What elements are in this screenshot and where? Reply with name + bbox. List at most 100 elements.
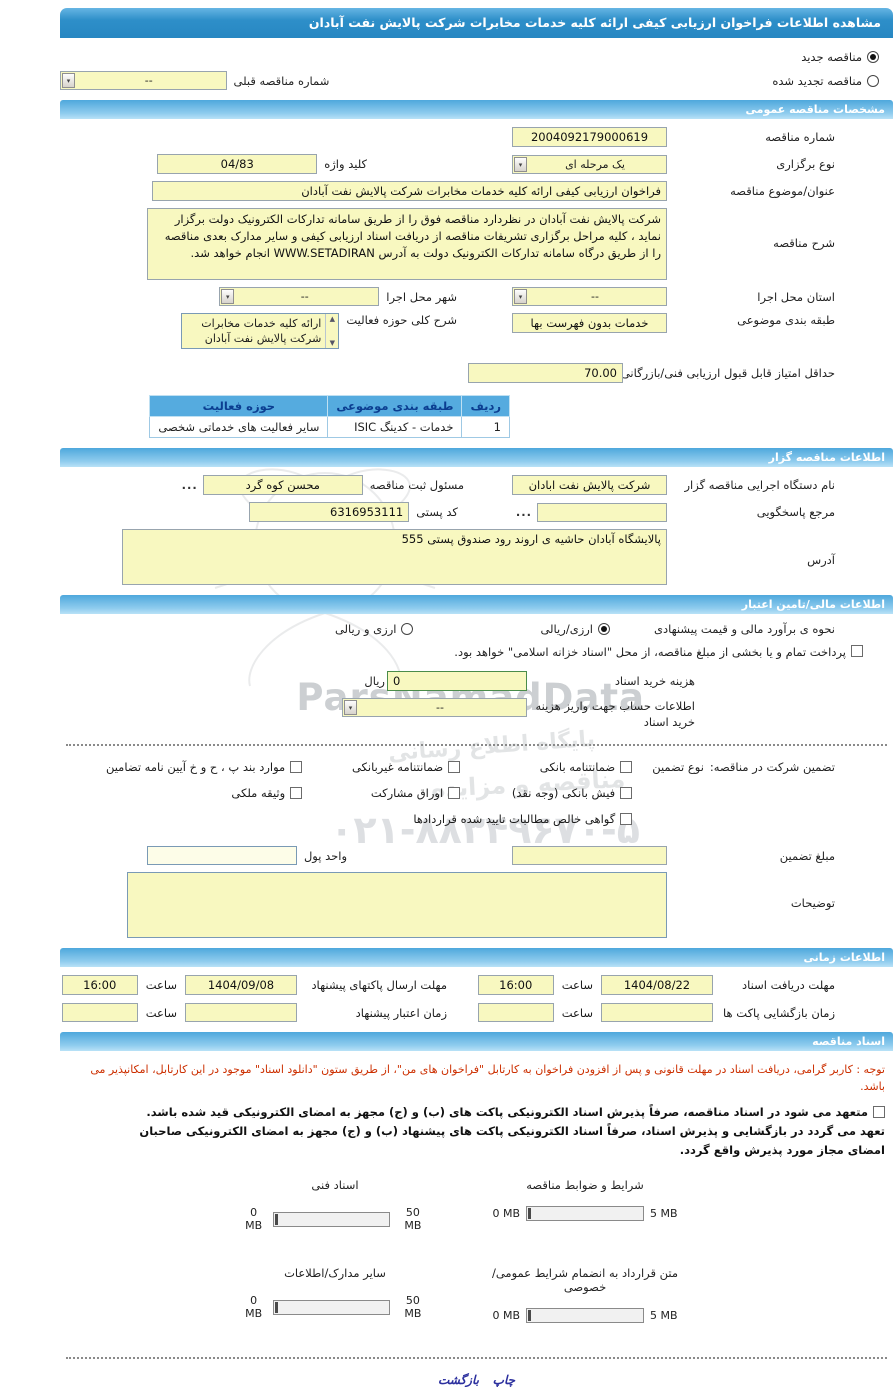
chevron-down-icon[interactable]: ▾ [514,156,527,172]
divider [66,744,887,746]
upload-technical: اسناد فنی 0 MB 50 MB [245,1178,422,1232]
rial-currency-radio[interactable] [598,623,610,635]
submit-date-field[interactable]: 1404/09/08 [185,975,297,995]
city-combo[interactable]: -- ▾ [219,287,380,306]
receive-date-field[interactable]: 1404/08/22 [601,975,713,995]
validity-time-field[interactable] [61,1003,138,1022]
keyword-field[interactable]: 04/83 [157,154,318,174]
reference-more-button[interactable]: ... [515,505,532,519]
new-tender-label: مناقصه جدید [801,50,862,64]
prev-number-combo[interactable]: -- ▾ [60,71,227,90]
guarantee-amount-label: مبلغ تضمین [779,848,835,863]
page-title: مشاهده اطلاعات فراخوان ارزیابی کیفی ارائ… [60,8,893,38]
col-row-number: ردیف [461,395,510,417]
section-schedule-header: اطلاعات زمانی [60,948,893,967]
guarantee-type-label: نوع تضمین [652,760,704,774]
notes-label: توضیحات [790,896,835,910]
doc-fee-field[interactable]: 0 [387,671,527,691]
chevron-down-icon[interactable]: ▾ [221,289,235,304]
hour-label: ساعت [145,978,177,992]
opening-time-field[interactable] [477,1003,554,1022]
currency-unit-field[interactable] [146,846,297,865]
hour-label: ساعت [561,1005,593,1020]
rial-currency-label: ارزی/ریالی [540,622,593,636]
size-limit-bar [273,1211,390,1227]
section-financial-header: اطلاعات مالی/تامین اعتبار [60,595,893,614]
listbox-scrollbar[interactable]: ▲ ▼ [325,314,338,348]
renewed-tender-radio[interactable] [867,74,879,87]
agency-field[interactable]: شرکت پالایش نفت ابادان [512,475,667,495]
registrar-field[interactable]: محسن کوه گرد [202,475,363,495]
activity-listbox-item[interactable]: ارائه کلیه خدمات مخابرات شرکت پالایش نفت… [201,317,322,345]
documents-notice: توجه : کاربر گرامی، دریافت اسناد در مهلت… [90,1063,885,1093]
category-field[interactable]: خدمات بدون فهرست بها [512,313,667,333]
guarantee-title: تضمین شرکت در مناقصه: [709,760,835,774]
size-limit-bar [526,1308,644,1323]
holding-type-combo[interactable]: یک مرحله ای ▾ [512,154,667,174]
activity-listbox[interactable]: ▲ ▼ ارائه کلیه خدمات مخابرات شرکت پالایش… [181,313,340,349]
description-field[interactable]: شرکت پالایش نفت آبادان در نظردارد مناقصه… [147,208,667,280]
commitment-line2: تعهد می گردد در بازگشایی و پذیرش اسناد، … [139,1124,885,1157]
validity-date-field[interactable] [185,1003,297,1022]
guarantee-bylaw-checkbox[interactable] [290,761,303,773]
scroll-down-icon[interactable]: ▼ [329,339,335,347]
page-container: مشاهده اطلاعات فراخوان ارزیابی کیفی ارائ… [60,8,893,1387]
currency-unit-label: واحد پول [303,848,347,863]
account-combo[interactable]: -- ▾ [342,698,527,717]
opening-date-field[interactable] [601,1003,713,1022]
hour-label: ساعت [145,1005,177,1020]
chevron-down-icon[interactable]: ▾ [514,289,527,304]
chevron-down-icon[interactable]: ▾ [344,700,357,715]
category-table: ردیف طبقه بندی موضوعی حوزه فعالیت 1 خدما… [149,395,510,438]
upload-terms: شرایط و ضوابط مناقصه 0 MB 5 MB [492,1178,678,1221]
guarantee-bank-checkbox[interactable] [620,761,633,773]
reference-field[interactable] [537,502,667,522]
guarantee-amount-field[interactable] [512,846,667,865]
treasury-note: پرداخت تمام و یا بخشی از مبلغ مناقصه، از… [454,645,846,659]
print-button[interactable]: چاپ [492,1373,516,1387]
subject-field[interactable]: فراخوان ارزیابی کیفی ارائه کلیه خدمات مخ… [152,181,667,201]
tender-number-label: شماره مناقصه [765,130,835,144]
guarantee-nonbank-checkbox[interactable] [448,761,461,773]
province-combo[interactable]: -- ▾ [512,287,667,306]
prev-number-label: شماره مناقصه قبلی [233,73,330,88]
tender-number-field[interactable]: 2004092179000619 [512,127,667,147]
guarantee-bonds-checkbox[interactable] [448,787,461,799]
chevron-down-icon[interactable]: ▾ [62,73,75,88]
registrar-label: مسئول ثبت مناقصه [369,478,464,492]
commitment-checkbox[interactable] [873,1106,885,1118]
scroll-up-icon[interactable]: ▲ [329,315,335,323]
treasury-checkbox[interactable] [851,645,863,657]
category-label: طبقه بندی موضوعی [737,313,835,327]
opening-time-label: زمان بازگشایی پاکت ها [723,1005,835,1020]
guarantee-claims-checkbox[interactable] [620,813,633,825]
activity-label: شرح کلی حوزه فعالیت [346,313,457,327]
guarantee-bankslip-checkbox[interactable] [620,787,633,799]
min-score-label: حداقل امتیاز قابل قبول ارزیابی فنی/بازرگ… [620,366,835,380]
rial-unit-label: ریال [364,674,385,688]
table-row: 1 خدمات - کدینگ ISIC سایر فعالیت های خدم… [149,416,510,438]
section-organizer-header: اطلاعات مناقصه گزار [60,448,893,467]
receive-time-field[interactable]: 16:00 [477,975,554,995]
back-button[interactable]: بازگشت [437,1373,479,1387]
guarantee-property-checkbox[interactable] [290,787,303,799]
estimate-method-label: نحوه ی برآورد مالی و قیمت پیشنهادی [653,622,835,636]
submit-time-field[interactable]: 16:00 [61,975,138,995]
submit-deadline-label: مهلت ارسال پاکتهای پیشنهاد [311,978,447,992]
province-label: استان محل اجرا [757,289,835,304]
keyword-label: کلید واژه [324,157,367,171]
description-label: شرح مناقصه [773,236,835,250]
col-activity-field: حوزه فعالیت [149,395,329,417]
postal-label: کد پستی [416,505,458,519]
postal-field[interactable]: 6316953111 [249,502,410,522]
size-limit-bar [273,1299,390,1315]
footer-actions: چاپ بازگشت [60,1373,893,1387]
new-tender-radio[interactable] [867,51,879,63]
registrar-more-button[interactable]: ... [181,478,198,492]
agency-label: نام دستگاه اجرایی مناقصه گزار [684,478,835,492]
size-limit-bar [526,1206,644,1221]
notes-textarea[interactable] [127,872,667,938]
min-score-field[interactable]: 70.00 [468,363,623,383]
both-currency-radio[interactable] [401,623,414,635]
address-field[interactable]: پالایشگاه آبادان حاشیه ی اروند رود صندوق… [122,529,667,585]
